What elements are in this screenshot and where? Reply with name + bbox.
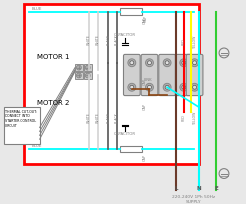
Circle shape [193, 61, 197, 65]
Circle shape [165, 86, 169, 90]
Circle shape [148, 86, 152, 90]
Text: CAP: CAP [143, 78, 147, 85]
Bar [84, 73, 92, 80]
Text: YELLOW: YELLOW [193, 110, 197, 124]
Text: L: L [174, 185, 178, 190]
FancyBboxPatch shape [159, 55, 175, 96]
Text: LINK: LINK [143, 78, 152, 82]
Text: RED: RED [182, 114, 186, 121]
Text: MOTOR 2: MOTOR 2 [37, 100, 70, 105]
Text: BLACK: BLACK [115, 112, 119, 122]
Circle shape [180, 60, 188, 67]
Text: E: E [214, 185, 218, 190]
Text: WHITE: WHITE [87, 34, 91, 44]
Text: RED: RED [182, 38, 186, 44]
Circle shape [163, 60, 171, 67]
FancyBboxPatch shape [123, 55, 140, 96]
Bar [24, 5, 199, 164]
Bar [120, 146, 142, 153]
Circle shape [146, 60, 154, 67]
Circle shape [193, 86, 197, 90]
FancyBboxPatch shape [186, 55, 203, 96]
Circle shape [128, 60, 136, 67]
Circle shape [128, 84, 136, 92]
Circle shape [191, 60, 199, 67]
Text: BLACK: BLACK [106, 34, 110, 44]
Circle shape [148, 61, 152, 65]
Circle shape [130, 86, 134, 90]
Circle shape [130, 61, 134, 65]
Circle shape [165, 61, 169, 65]
Text: MOTOR 1: MOTOR 1 [37, 54, 70, 60]
Bar [120, 9, 142, 16]
Text: WHITE: WHITE [95, 112, 99, 122]
Circle shape [85, 66, 90, 71]
Circle shape [77, 74, 81, 79]
Circle shape [163, 84, 171, 92]
FancyBboxPatch shape [141, 55, 158, 96]
Text: BLUE: BLUE [32, 143, 42, 147]
Circle shape [180, 84, 188, 92]
Text: BLACK: BLACK [106, 112, 110, 122]
Text: CAP: CAP [143, 17, 147, 23]
Text: BLUE: BLUE [32, 7, 42, 11]
Text: CAP: CAP [143, 102, 147, 109]
Text: YELLOW: YELLOW [193, 34, 197, 48]
Text: CAPACITOR: CAPACITOR [114, 132, 136, 136]
Text: CAPACITOR: CAPACITOR [114, 33, 136, 37]
Text: 220-240V 1Ph 50Hz
SUPPLY: 220-240V 1Ph 50Hz SUPPLY [172, 194, 215, 203]
Circle shape [182, 61, 186, 65]
Circle shape [191, 84, 199, 92]
Text: WHITE: WHITE [87, 112, 91, 122]
Bar [4, 107, 40, 144]
Text: BLACK: BLACK [115, 34, 119, 44]
Bar [75, 73, 83, 80]
Text: WHITE: WHITE [95, 34, 99, 44]
Text: CAP: CAP [143, 153, 147, 160]
Circle shape [146, 84, 154, 92]
FancyBboxPatch shape [175, 55, 192, 96]
Circle shape [182, 86, 186, 90]
Circle shape [77, 66, 81, 71]
Text: N: N [196, 185, 201, 190]
Bar [75, 65, 83, 72]
Circle shape [85, 74, 90, 79]
Bar [84, 65, 92, 72]
Bar [24, 5, 199, 164]
Text: CAP: CAP [144, 15, 148, 22]
Text: THERMAL CUT-OUT:
CONNECT INTO
STARTER CONTROL
CIRCUIT: THERMAL CUT-OUT: CONNECT INTO STARTER CO… [5, 109, 37, 127]
